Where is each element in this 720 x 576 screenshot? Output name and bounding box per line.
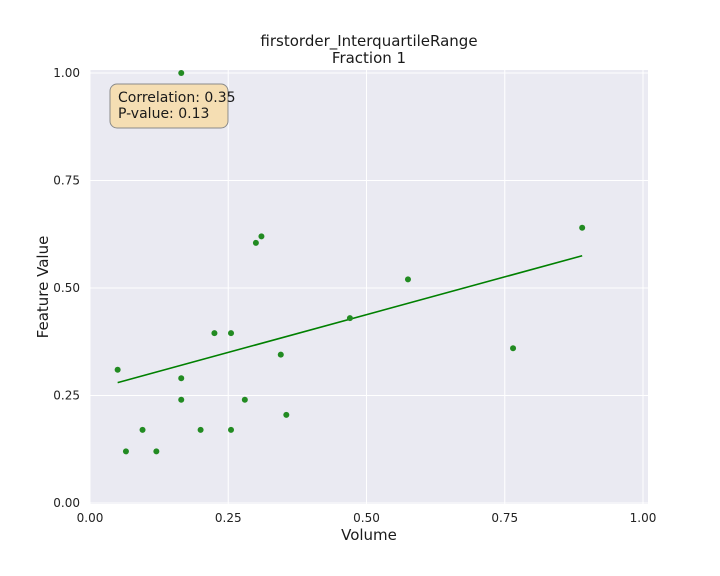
data-point <box>139 426 146 433</box>
data-point <box>178 70 185 76</box>
data-point <box>211 330 218 337</box>
chart-subtitle: Fraction 1 <box>332 49 406 67</box>
x-tick-label: 0.25 <box>215 511 242 525</box>
data-point <box>241 396 248 403</box>
data-point <box>277 351 284 358</box>
data-point <box>122 448 129 455</box>
data-point <box>510 345 517 352</box>
data-point <box>404 276 411 283</box>
y-tick-label: 0.50 <box>53 281 80 295</box>
chart-title: firstorder_InterquartileRange <box>260 32 477 51</box>
stats-annotation: Correlation: 0.35 P-value: 0.13 <box>109 83 236 129</box>
data-point <box>178 396 185 403</box>
y-tick-label: 1.00 <box>53 66 80 80</box>
y-tick-label: 0.00 <box>53 496 80 510</box>
data-point <box>283 411 290 418</box>
data-point <box>114 366 121 373</box>
grid-lines <box>89 70 648 504</box>
p-value-text: P-value: 0.13 <box>118 106 209 122</box>
data-point <box>228 330 235 337</box>
data-point <box>579 224 586 231</box>
x-tick-label: 0.75 <box>491 511 518 525</box>
x-tick-label: 0.50 <box>353 511 380 525</box>
x-axis-label: Volume <box>341 526 397 544</box>
data-points <box>114 70 586 455</box>
data-point <box>197 426 204 433</box>
annotation-box <box>109 83 229 129</box>
data-point <box>258 233 265 240</box>
data-point <box>153 448 160 455</box>
data-point <box>346 315 353 322</box>
y-tick-label: 0.25 <box>53 389 80 403</box>
y-tick-label: 0.75 <box>53 174 80 188</box>
plot-background <box>90 70 648 504</box>
x-tick-label: 0.00 <box>77 511 104 525</box>
x-tick-label: 1.00 <box>630 511 657 525</box>
x-tick-labels: 0.00 0.25 0.50 0.75 1.00 <box>77 511 657 525</box>
y-tick-labels: 0.00 0.25 0.50 0.75 1.00 <box>53 66 80 510</box>
y-axis-label: Feature Value <box>34 236 52 339</box>
data-point <box>252 239 259 246</box>
correlation-text: Correlation: 0.35 <box>118 90 236 106</box>
data-point <box>178 375 185 382</box>
data-point <box>228 426 235 433</box>
